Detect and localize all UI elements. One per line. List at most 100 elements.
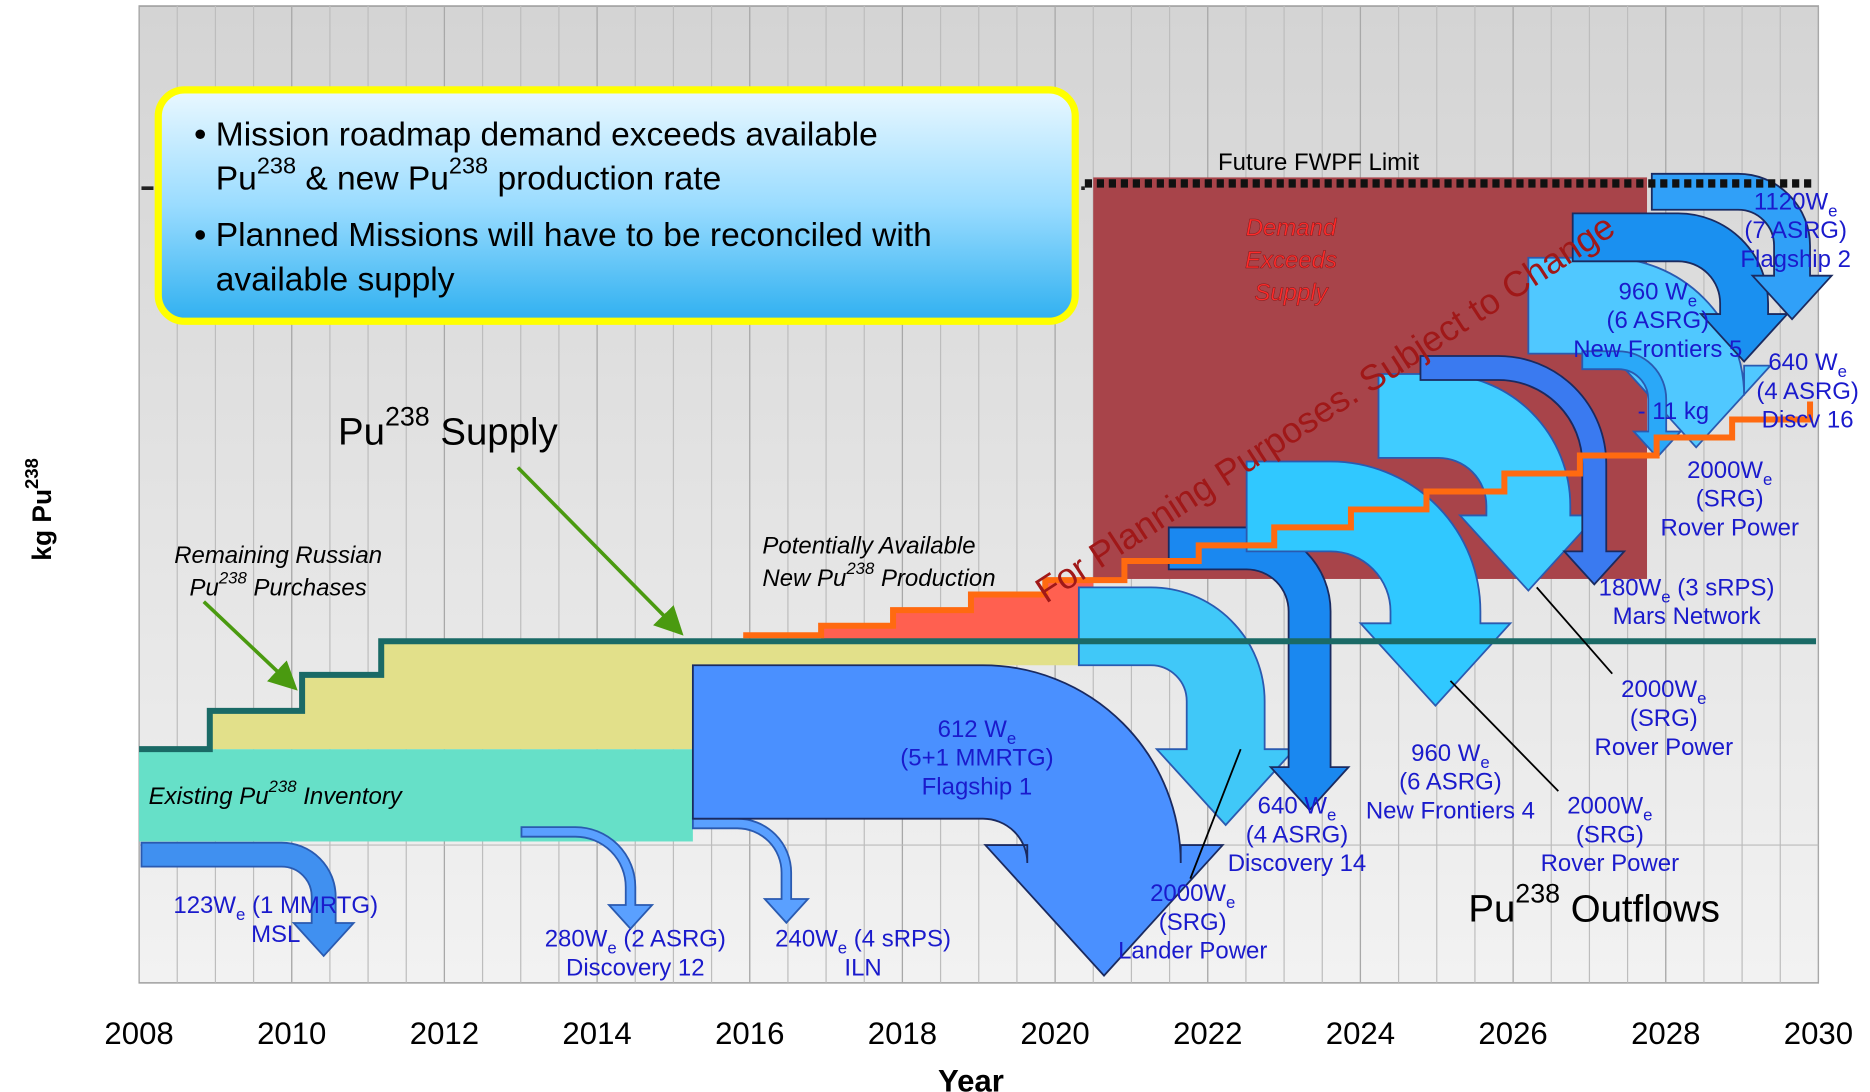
mission-label-part: (SRG) — [1630, 705, 1698, 732]
mission-label: (SRG) — [1696, 485, 1764, 512]
mission-label: Rover Power — [1595, 733, 1734, 760]
page: {"chart_data": { "type": "roadmap", "xla… — [0, 0, 1870, 1092]
mission-label: Lander Power — [1118, 937, 1267, 964]
mission-label: Flagship 1 — [922, 773, 1033, 800]
mission-label-part: (SRG) — [1159, 908, 1227, 935]
annotation-part: Production — [874, 564, 995, 591]
mission-label-part: Flagship 1 — [922, 773, 1033, 800]
mission-label-part: (4 ASRG) — [1246, 821, 1349, 848]
callout-text-part: Planned Missions will have to be reconci… — [216, 216, 932, 253]
mission-label-part: 2000W — [1150, 880, 1226, 907]
callout-text-part: production rate — [488, 160, 721, 197]
annotation-part: Pu — [190, 574, 219, 601]
annotation: New Pu238 Production — [762, 559, 995, 592]
annotation: Pu238 Supply — [338, 402, 558, 454]
mission-label-part: 960 W — [1411, 739, 1481, 766]
mission-label: (SRG) — [1576, 821, 1644, 848]
mission-label-part: 2000W — [1687, 456, 1763, 483]
x-tick-label: 2010 — [257, 1016, 326, 1051]
mission-label-part: 960 W — [1619, 278, 1689, 305]
mission-label-part: Lander Power — [1118, 937, 1267, 964]
annotation-part: New Pu — [762, 564, 846, 591]
mission-label-part: (5+1 MMRTG) — [900, 744, 1053, 771]
subscript: e — [1697, 689, 1706, 708]
x-tick-label: 2030 — [1784, 1016, 1853, 1051]
mission-label: (6 ASRG) — [1399, 768, 1502, 795]
mission-label: Rover Power — [1660, 514, 1799, 541]
superscript: 238 — [385, 402, 430, 432]
mission-label-part: 240W — [775, 925, 838, 952]
annotation-part: Pu — [338, 410, 385, 453]
superscript: 238 — [1515, 879, 1560, 909]
mission-label: Discovery 12 — [566, 954, 705, 981]
mission-label: (7 ASRG) — [1744, 217, 1847, 244]
mission-label-part: Mars Network — [1613, 603, 1762, 630]
mission-label-part: 2000W — [1567, 792, 1643, 819]
annotation-part: Supply — [1254, 279, 1329, 306]
mission-label-part: 123W — [173, 892, 236, 919]
mission-label-part: Discovery 14 — [1228, 850, 1367, 877]
annotation-part: Exceeds — [1245, 247, 1337, 274]
bullet — [195, 129, 205, 139]
superscript: 238 — [268, 777, 298, 796]
x-tick-label: 2018 — [868, 1016, 937, 1051]
x-tick-label: 2014 — [562, 1016, 631, 1051]
annotation: Future FWPF Limit — [1218, 148, 1419, 175]
x-tick-label: 2024 — [1326, 1016, 1395, 1051]
mission-label: (5+1 MMRTG) — [900, 744, 1053, 771]
mission-label-part: (7 ASRG) — [1744, 217, 1847, 244]
mission-label: (4 ASRG) — [1756, 377, 1859, 404]
superscript: 238 — [21, 458, 42, 489]
annotation: Exceeds — [1245, 247, 1337, 274]
annotation-part: Existing Pu — [149, 782, 269, 809]
superscript: 238 — [449, 153, 488, 179]
mission-label: - 11 kg — [1638, 398, 1710, 425]
mission-label-part: 1120W — [1754, 188, 1829, 215]
annotation-part: Inventory — [297, 782, 404, 809]
mission-label-part: (1 MMRTG) — [245, 892, 378, 919]
mission-label: (SRG) — [1630, 705, 1698, 732]
annotation: Demand — [1246, 214, 1337, 241]
x-tick-label: 2012 — [410, 1016, 479, 1051]
mission-label: Mars Network — [1613, 603, 1762, 630]
mission-label-part: 180W — [1599, 574, 1662, 601]
mission-label: Discovery 14 — [1228, 850, 1367, 877]
mission-label: ILN — [844, 954, 881, 981]
mission-label-part: Discv 16 — [1762, 406, 1854, 433]
annotation-part: Future FWPF Limit — [1218, 148, 1419, 175]
mission-label-part: (2 ASRG) — [617, 925, 726, 952]
mission-label-part: (SRG) — [1576, 821, 1644, 848]
annotation-part: Remaining Russian — [174, 541, 382, 568]
mission-label-part: 640 W — [1768, 349, 1838, 376]
mission-label-part: 280W — [545, 925, 608, 952]
superscript: 238 — [257, 153, 296, 179]
mission-label-part: (4 sRPS) — [847, 925, 951, 952]
subscript: e — [1763, 470, 1772, 489]
superscript: 238 — [218, 568, 248, 587]
annotation-part: Demand — [1246, 214, 1337, 241]
x-tick-label: 2008 — [104, 1016, 173, 1051]
bullet — [195, 230, 205, 240]
annotation: Pu238 Outflows — [1468, 879, 1720, 931]
callout-text: Mission roadmap demand exceeds available — [216, 116, 878, 153]
annotation-part: Supply — [430, 410, 559, 453]
subscript: e — [1226, 893, 1235, 912]
mission-label-part: (SRG) — [1696, 485, 1764, 512]
superscript: 238 — [845, 559, 875, 578]
mission-label-part: Rover Power — [1660, 514, 1799, 541]
annotation-part: Outflows — [1560, 887, 1720, 930]
y-axis-title-part: kg Pu — [27, 489, 57, 561]
mission-label: (SRG) — [1159, 908, 1227, 935]
mission-label-part: - 11 kg — [1638, 398, 1710, 425]
mission-label: New Frontiers 4 — [1366, 797, 1535, 824]
mission-label-part: ILN — [844, 954, 881, 981]
x-tick-label: 2026 — [1478, 1016, 1547, 1051]
mission-label: Discv 16 — [1762, 406, 1854, 433]
mission-label-part: Rover Power — [1541, 850, 1680, 877]
annotation: Remaining Russian — [174, 541, 382, 568]
annotation-part: Purchases — [247, 574, 367, 601]
subscript: e — [1643, 806, 1652, 825]
mission-label-part: Discovery 12 — [566, 954, 705, 981]
mission-label: MSL — [251, 920, 300, 947]
callout-text: available supply — [216, 261, 455, 298]
